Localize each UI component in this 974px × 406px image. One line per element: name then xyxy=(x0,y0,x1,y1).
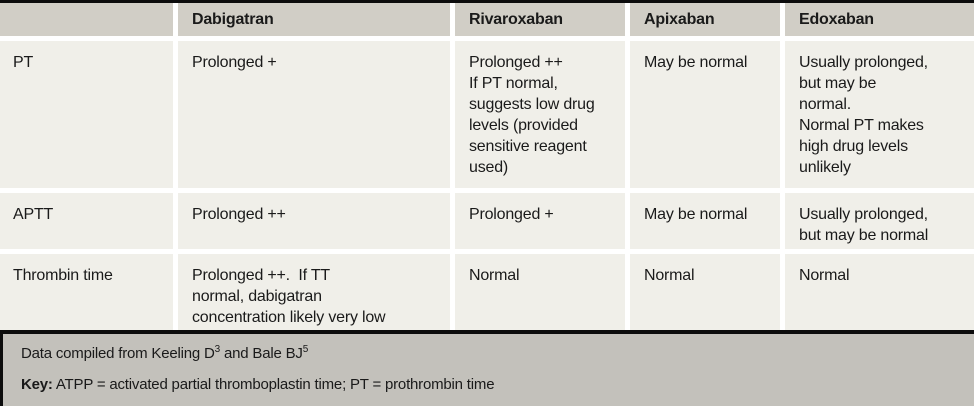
footnote-band: Data compiled from Keeling D3 and Bale B… xyxy=(0,334,974,406)
cell-pt-edoxaban: Usually prolonged, but may be normal. No… xyxy=(785,41,974,188)
cell-aptt-dabigatran: Prolonged ++ xyxy=(178,193,450,249)
coagulation-test-table: Dabigatran Rivaroxaban Apixaban Edoxaban… xyxy=(0,0,974,330)
row-label-pt: PT xyxy=(0,41,173,188)
key-label: Key: xyxy=(21,376,53,393)
corner-header-cell xyxy=(0,3,173,36)
data-source-note: Data compiled from Keeling D3 and Bale B… xyxy=(21,344,974,363)
cell-aptt-apixaban: May be normal xyxy=(630,193,780,249)
citation-superscript-5: 5 xyxy=(302,344,309,355)
cell-pt-rivaroxaban: Prolonged ++ If PT normal, suggests low … xyxy=(455,41,625,188)
cell-tt-dabigatran: Prolonged ++. If TT normal, dabigatran c… xyxy=(178,254,450,330)
col-header-edoxaban: Edoxaban xyxy=(785,3,974,36)
cell-tt-apixaban: Normal xyxy=(630,254,780,330)
col-header-dabigatran: Dabigatran xyxy=(178,3,450,36)
cell-pt-dabigatran: Prolonged + xyxy=(178,41,450,188)
source-text-2: and Bale BJ xyxy=(220,345,303,362)
source-text: Data compiled from Keeling D xyxy=(21,345,215,362)
row-label-thrombin-time: Thrombin time xyxy=(0,254,173,330)
abbreviation-key-note: Key: ATPP = activated partial thrombopla… xyxy=(21,376,974,393)
cell-aptt-edoxaban: Usually prolonged, but may be normal xyxy=(785,193,974,249)
cell-pt-apixaban: May be normal xyxy=(630,41,780,188)
col-header-rivaroxaban: Rivaroxaban xyxy=(455,3,625,36)
cell-tt-rivaroxaban: Normal xyxy=(455,254,625,330)
footnote-divider-rule xyxy=(0,330,974,334)
cell-tt-edoxaban: Normal xyxy=(785,254,974,330)
citation-superscript-3: 3 xyxy=(214,344,221,355)
col-header-apixaban: Apixaban xyxy=(630,3,780,36)
row-label-aptt: APTT xyxy=(0,193,173,249)
key-text: ATPP = activated partial thromboplastin … xyxy=(52,376,495,393)
cell-aptt-rivaroxaban: Prolonged + xyxy=(455,193,625,249)
